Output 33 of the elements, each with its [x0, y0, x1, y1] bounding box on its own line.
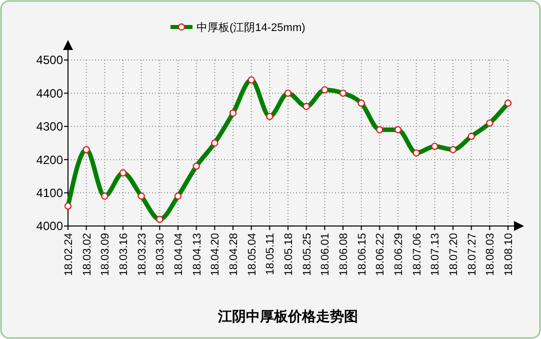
x-tick-label: 18.05.11	[264, 233, 277, 276]
x-tick-label: 18.06.01	[320, 233, 332, 276]
x-tick-label: 18.03.16	[118, 233, 130, 276]
x-tick-label: 18.04.28	[228, 233, 240, 276]
x-tick-label: 18.07.13	[430, 233, 442, 276]
x-tick-label: 18.05.18	[283, 233, 295, 276]
x-tick-label: 18.03.09	[100, 233, 112, 276]
x-tick-label: 18.06.22	[374, 233, 387, 276]
y-tick-label: 4400	[36, 86, 64, 100]
x-tick-label: 18.08.03	[484, 233, 497, 276]
x-tick-label: 18.07.27	[466, 233, 478, 276]
y-tick-label: 4200	[36, 152, 64, 167]
y-tick-label: 4000	[36, 219, 64, 234]
y-tick-label: 4100	[36, 186, 64, 200]
x-tick-label: 18.06.15	[356, 233, 368, 276]
y-tick-label: 4300	[36, 120, 64, 134]
x-tick-label: 18.08.10	[503, 233, 515, 276]
x-tick-label: 18.06.29	[393, 233, 405, 276]
x-tick-label: 18.04.13	[191, 233, 204, 276]
legend-label: 中厚板(江阴14-25mm)	[196, 20, 306, 34]
x-tick-label: 18.05.25	[301, 233, 314, 276]
y-tick-label: 4500	[36, 53, 64, 68]
x-tick-label: 18.03.02	[81, 233, 94, 276]
x-tick-label: 18.04.20	[210, 233, 222, 276]
x-tick-label: 18.06.08	[338, 233, 350, 276]
x-tick-label: 18.02.24	[63, 233, 75, 276]
text: 江阴中厚板价格走势图	[217, 308, 358, 324]
x-tick-label: 18.03.23	[136, 233, 148, 276]
x-tick-label: 18.05.04	[246, 233, 258, 276]
x-tick-label: 18.03.30	[154, 233, 167, 276]
x-tick-label: 18.07.06	[411, 233, 424, 276]
x-tick-label: 18.07.20	[448, 233, 460, 276]
x-tick-label: 18.04.04	[173, 233, 185, 276]
